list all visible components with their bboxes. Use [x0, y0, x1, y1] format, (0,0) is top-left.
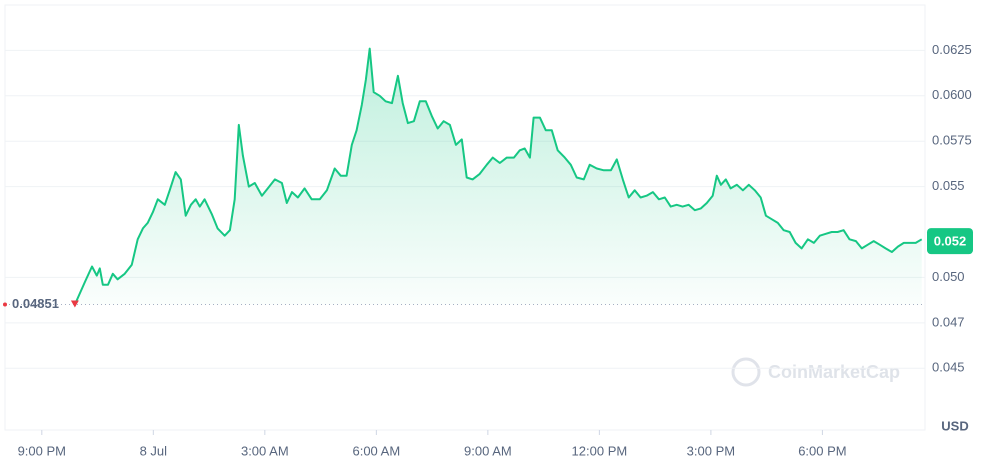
plot-frame	[4, 4, 926, 431]
x-tick-label: 9:00 PM	[18, 443, 66, 458]
open-price-label: 0.04851	[12, 296, 59, 311]
price-line	[73, 47, 923, 305]
x-tick-label: 6:00 PM	[798, 443, 846, 458]
x-tick-label: 12:00 PM	[572, 443, 628, 458]
y-tick-label: 0.0625	[932, 42, 972, 57]
price-area	[74, 48, 922, 305]
y-tick-label: 0.0575	[932, 133, 972, 148]
x-tick-label: 6:00 AM	[352, 443, 400, 458]
x-tick-label: 8 Jul	[140, 443, 168, 458]
watermark: CoinMarketCap	[731, 357, 900, 387]
current-price-badge	[927, 228, 973, 255]
y-tick-label: 0.045	[932, 360, 965, 375]
y-tick-label: 0.050	[932, 269, 965, 284]
currency-label: USD	[941, 418, 968, 433]
y-tick-label: 0.055	[932, 178, 965, 193]
y-tick-label: 0.047	[932, 314, 965, 329]
current-price-label: 0.052	[934, 234, 967, 249]
start-marker	[70, 300, 79, 308]
x-tick-label: 3:00 PM	[687, 443, 735, 458]
x-tick-label: 3:00 AM	[241, 443, 289, 458]
y-tick-label: 0.0600	[932, 87, 972, 102]
watermark-text: CoinMarketCap	[768, 362, 900, 382]
open-price-dot	[3, 302, 7, 307]
x-tick-label: 9:00 AM	[464, 443, 512, 458]
